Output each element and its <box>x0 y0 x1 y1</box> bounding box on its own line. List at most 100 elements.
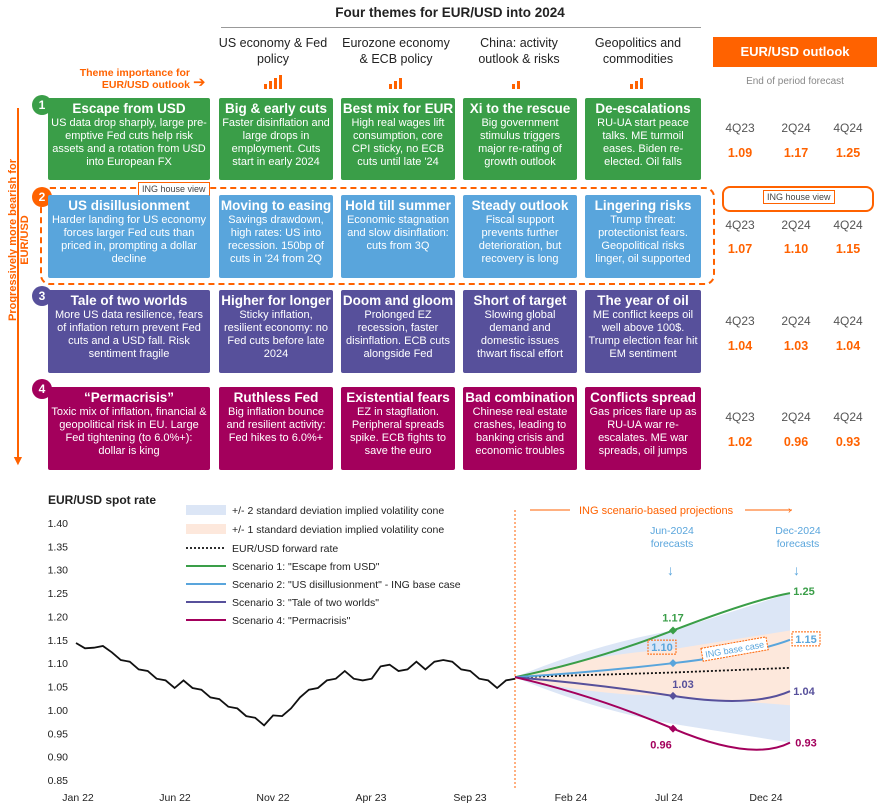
theme-header-china: China: activity outlook & risks <box>478 36 560 66</box>
scenario-marker <box>669 659 677 668</box>
x-axis: Jan 22 Jun 22 Nov 22 Apr 23 Sep 23 Feb 24 Jul … <box>62 792 783 804</box>
house-view-outlook-frame <box>722 186 874 212</box>
cell-desc: ME conflict keeps oil well above 100$. T… <box>588 309 698 360</box>
house-view-badge: ING house view <box>138 182 210 196</box>
cell-title: Doom and gloom <box>342 293 454 308</box>
scenario-desc: Toxic mix of inflation, financial & geop… <box>51 406 207 457</box>
forecast-value: 1.07 <box>727 242 753 256</box>
forecast-value: 0.93 <box>835 435 861 449</box>
cell-title: The year of oil <box>597 293 689 308</box>
y-tick-label: 1.10 <box>48 658 69 670</box>
quarter-label: 4Q24 <box>833 121 863 135</box>
y-tick-label: 0.90 <box>48 752 69 764</box>
scenario-number: 3 <box>32 286 52 306</box>
y-axis: 1.40 1.35 1.30 1.25 1.20 1.15 1.10 1.05 1.00 0.95… <box>48 518 69 787</box>
theme-cell: Ruthless Fed Big inflation bounce and res… <box>219 387 333 470</box>
legend-item: +/- 1 standard deviation implied volatil… <box>232 524 444 536</box>
y-tick-label: 0.85 <box>48 775 69 787</box>
forecast-value: 1.10 <box>783 242 809 256</box>
legend-item: Scenario 4: "Permacrisis" <box>232 615 351 627</box>
scenario-marker <box>669 691 677 700</box>
house-view-frame <box>40 187 715 285</box>
cell-desc: Economic stagnation and slow disinflatio… <box>346 214 450 252</box>
arrow-right-icon: › <box>788 505 791 516</box>
theme-cell: Bad combination Chinese real estate crash… <box>463 387 577 470</box>
base-case-box <box>791 631 821 647</box>
theme-header-geopolitics: Geopolitics and commodities <box>594 36 682 66</box>
chart-title: EUR/USD spot rate <box>48 493 156 507</box>
quarter-label: 4Q23 <box>725 121 755 135</box>
y-tick-label: 1.05 <box>48 682 69 694</box>
forward-line <box>514 666 791 679</box>
quarter-label: 4Q24 <box>833 314 863 328</box>
x-tick-label: Feb 24 <box>555 792 588 804</box>
theme-cell: Moving to easing Savings drawdown, high r… <box>219 195 333 278</box>
forecast-value: 1.15 <box>835 242 861 256</box>
cell-desc: Sticky inflation, resilient economy: no … <box>224 309 328 360</box>
theme-cell: Big & early cuts Faster disinflation and … <box>219 98 333 180</box>
bearish-arrow-line <box>17 108 19 458</box>
theme-cell: Doom and gloom Prolonged EZ recession, fa… <box>341 290 455 373</box>
x-tick-label: Jul 24 <box>655 792 683 804</box>
scenario-number: 2 <box>32 187 52 207</box>
cell-title: Higher for longer <box>221 293 331 308</box>
quarter-label: 2Q24 <box>781 121 811 135</box>
scenario-card: Tale of two worlds More US data resilien… <box>48 290 210 373</box>
quarter-label: 4Q23 <box>725 218 755 232</box>
theme-cell: De-escalations RU-UA start peace talks. M… <box>585 98 701 180</box>
legend-swatch <box>186 505 226 515</box>
y-tick-label: 1.15 <box>48 635 69 647</box>
forecast-value: 1.17 <box>783 146 809 160</box>
x-tick-label: Jan 22 <box>62 792 94 804</box>
cell-title: Best mix for EUR <box>342 101 454 116</box>
x-tick-label: Dec 24 <box>749 792 782 804</box>
theme-cell: Existential fears EZ in stagflation. Peri… <box>341 387 455 470</box>
forecast-label: 0.96 <box>650 740 671 752</box>
x-tick-label: Apr 23 <box>356 792 387 804</box>
cell-title: Lingering risks <box>594 198 692 213</box>
forecast-label: 1.04 <box>793 686 815 698</box>
cell-desc: Big inflation bounce and resilient activ… <box>226 406 326 444</box>
forecast-value: 1.03 <box>783 339 809 353</box>
jun-forecast-label: Jun-2024 forecasts <box>650 525 694 550</box>
legend-item: EUR/USD forward rate <box>232 543 338 555</box>
scenario-title: “Permacrisis” <box>83 390 175 405</box>
y-tick-label: 0.95 <box>48 728 69 740</box>
scenario-desc: Harder landing for US economy forces lar… <box>51 214 207 265</box>
cell-desc: High real wages lift consumption, core C… <box>351 117 445 168</box>
cell-desc: EZ in stagflation. Peripheral spreads sp… <box>350 406 446 457</box>
eurusd-chart: EUR/USD spot rate 1.401.351.301.251.201.… <box>48 493 821 804</box>
cell-desc: Faster disinflation and large drops in e… <box>222 117 330 168</box>
outlook-title: EUR/USD outlook <box>713 37 877 67</box>
theme-cell: Xi to the rescue Big government stimulus … <box>463 98 577 180</box>
projection-label: ING scenario-based projections <box>579 505 734 517</box>
y-tick-label: 1.40 <box>48 518 69 530</box>
cell-desc: Gas prices flare up as RU-UA war re-esca… <box>589 406 697 457</box>
cell-title: Moving to easing <box>220 198 332 213</box>
theme-cell: Higher for longer Sticky inflation, resil… <box>219 290 333 373</box>
forecast-value: 1.02 <box>727 435 753 449</box>
theme-cell: The year of oil ME conflict keeps oil wel… <box>585 290 701 373</box>
legend-item: Scenario 2: "US disillusionment" - ING b… <box>232 579 461 591</box>
cell-title: De-escalations <box>595 101 691 116</box>
cell-title: Hold till summer <box>345 198 451 213</box>
forecast-label: 0.93 <box>795 738 816 750</box>
forecast-value: 1.09 <box>727 146 753 160</box>
theme-cell: Best mix for EUR High real wages lift con… <box>341 98 455 180</box>
theme-header-us: US economy & Fed policy <box>218 36 328 66</box>
cell-title: Existential fears <box>346 390 450 405</box>
cell-title: Big & early cuts <box>224 101 328 116</box>
scenario-card: US disillusionment Harder landing for US… <box>48 195 210 278</box>
cell-title: Bad combination <box>465 390 575 405</box>
quarter-label: 2Q24 <box>781 314 811 328</box>
cell-desc: Fiscal support prevents further deterior… <box>478 214 562 265</box>
forecast-label: 1.25 <box>793 586 814 598</box>
quarter-label: 2Q24 <box>781 218 811 232</box>
scenario-marker <box>669 626 677 635</box>
theme-cell: Conflicts spread Gas prices flare up as R… <box>585 387 701 470</box>
x-tick-label: Nov 22 <box>256 792 289 804</box>
scenario-desc: More US data resilience, fears of inflat… <box>55 309 203 360</box>
legend-item: Scenario 1: "Escape from USD" <box>232 561 380 573</box>
arrow-down-icon: ↓ <box>793 562 800 578</box>
scenario-title: Escape from USD <box>72 101 186 116</box>
